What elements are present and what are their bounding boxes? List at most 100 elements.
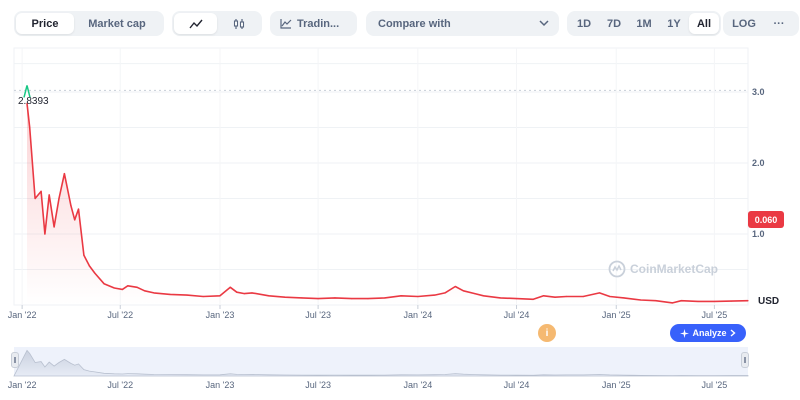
price-point	[127, 285, 129, 287]
tradingview-icon	[280, 19, 292, 29]
navigator-x-tick-label: Jul '22	[107, 380, 133, 390]
price-tab[interactable]: Price	[16, 13, 74, 34]
price-point	[153, 292, 155, 294]
price-chart[interactable]: 1.02.03.0 Jan '22 Jul '22 Jan '23 Jul '23 Ja…	[0, 40, 800, 400]
price-point	[53, 226, 55, 228]
price-point	[672, 302, 674, 304]
y-tick-label: 2.0	[752, 158, 765, 168]
price-point	[251, 292, 253, 294]
navigator-background	[14, 347, 748, 376]
range-navigator[interactable]: Jan '22 Jul '22 Jan '23 Jul '23 Jan '24 Jul '…	[8, 347, 749, 390]
analyze-button[interactable]: Analyze	[670, 324, 746, 342]
navigator-series	[13, 349, 749, 377]
price-point	[482, 295, 485, 297]
analyze-label: Analyze	[692, 328, 727, 338]
price-point	[48, 194, 50, 196]
start-price-label: 2.8393	[18, 96, 49, 107]
drag-handle-icon	[744, 357, 746, 363]
price-point	[713, 300, 715, 303]
drag-handle-icon	[14, 357, 16, 363]
x-tick-label: Jul '25	[702, 310, 728, 320]
y-axis: 1.0 2.0 3.0	[752, 87, 765, 239]
current-price-badge: 0.060	[748, 211, 784, 228]
coinmarketcap-logo-icon	[608, 260, 626, 278]
x-tick-label: Jan '25	[602, 310, 631, 320]
range-1d[interactable]: 1D	[576, 17, 592, 30]
range-7d[interactable]: 7D	[606, 17, 622, 30]
compare-with-label: Compare with	[378, 17, 451, 30]
price-point	[40, 190, 42, 192]
tradingview-button[interactable]: Tradin...	[270, 11, 357, 36]
price-point	[29, 126, 31, 129]
price-point	[609, 295, 611, 298]
log-scale-button[interactable]: LOG	[732, 17, 756, 30]
y-tick-label: 3.0	[752, 87, 765, 97]
navigator-x-tick-label: Jul '24	[504, 380, 530, 390]
chart-grid	[13, 47, 749, 306]
price-point	[499, 297, 501, 299]
price-point	[83, 254, 85, 256]
price-point	[680, 300, 682, 302]
price-point	[367, 298, 369, 300]
price-point	[34, 197, 36, 200]
range-all[interactable]: All	[689, 13, 719, 34]
candlestick-button[interactable]	[217, 13, 260, 34]
price-point	[58, 197, 60, 200]
time-range-selector: 1D 7D 1M 1Y All	[567, 11, 721, 36]
x-tick-label: Jul '22	[107, 310, 133, 320]
tradingview-label: Tradin...	[297, 17, 340, 30]
price-point	[515, 298, 518, 300]
x-tick-label: Jan '24	[403, 310, 432, 320]
navigator-x-tick-label: Jul '23	[305, 380, 331, 390]
price-point	[444, 292, 446, 294]
range-1m[interactable]: 1M	[636, 17, 652, 30]
compare-with-dropdown[interactable]: Compare with	[366, 11, 559, 36]
price-point	[88, 265, 90, 267]
y-tick-label: 1.0	[752, 229, 765, 239]
currency-unit-label: USD	[758, 296, 780, 307]
price-point	[655, 300, 657, 302]
chevron-down-icon	[539, 20, 549, 27]
market-cap-tab[interactable]: Market cap	[88, 17, 146, 30]
navigator-x-tick-label: Jan '23	[206, 380, 235, 390]
range-1y[interactable]: 1Y	[667, 17, 681, 30]
price-area-fill	[27, 103, 748, 306]
navigator-x-tick-label: Jan '25	[602, 380, 631, 390]
x-tick-label: Jan '23	[206, 310, 235, 320]
price-point	[351, 298, 353, 300]
price-point	[474, 293, 476, 295]
price-point	[434, 294, 436, 296]
price-point	[400, 295, 402, 297]
price-point	[136, 286, 138, 288]
price-point	[301, 297, 303, 299]
price-point	[169, 293, 171, 295]
x-tick-label: Jul '23	[305, 310, 331, 320]
price-point	[697, 300, 699, 303]
price-point	[317, 298, 319, 300]
price-point	[582, 295, 584, 298]
price-point	[268, 295, 270, 297]
price-point	[598, 292, 601, 294]
x-axis: Jan '22 Jul '22 Jan '23 Jul '23 Jan '24 Jul '…	[8, 305, 728, 320]
price-point	[462, 290, 464, 292]
line-chart-button[interactable]	[174, 13, 217, 34]
price-point	[121, 288, 124, 290]
event-info-marker[interactable]: i	[538, 324, 556, 342]
price-point	[384, 297, 386, 299]
more-options-button[interactable]: ···	[773, 17, 785, 30]
price-point	[623, 297, 625, 299]
price-line	[26, 103, 749, 304]
price-point	[63, 173, 66, 175]
price-point	[640, 299, 642, 301]
price-point	[70, 205, 72, 207]
sparkle-icon	[680, 328, 690, 338]
price-point	[186, 294, 188, 296]
price-point	[202, 295, 204, 298]
chevron-right-icon	[730, 329, 736, 337]
navigator-x-tick-label: Jan '22	[8, 380, 37, 390]
x-tick-label: Jan '22	[8, 310, 37, 320]
navigator-right-handle[interactable]	[741, 352, 749, 368]
price-point	[334, 297, 336, 299]
navigator-left-handle[interactable]	[11, 352, 19, 368]
price-point	[103, 283, 105, 285]
